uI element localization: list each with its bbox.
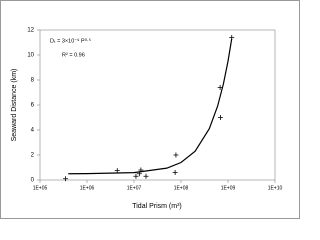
x-tick-label: 1E+06 — [80, 185, 95, 191]
point — [217, 85, 223, 90]
x-tick-label: 1E+08 — [174, 185, 189, 191]
y-tick-label: 4 — [31, 128, 35, 134]
x-axis-label: Tidal Prism (m³) — [132, 203, 182, 210]
point — [63, 176, 69, 182]
chart-frame — [0, 0, 300, 219]
x-tick-label: 1E+07 — [127, 185, 142, 191]
chart: Tidal Prism (m³) Seaward Distance (km) D… — [0, 0, 300, 219]
y-tick-label: 6 — [31, 103, 35, 109]
y-tick-label: 8 — [31, 78, 35, 84]
point — [143, 173, 149, 179]
point — [217, 115, 223, 120]
y-tick-label: 2 — [31, 153, 35, 159]
point — [172, 170, 178, 175]
annotation: Dₜ = 3×10⁻⁹ P⁰·⁵ — [50, 37, 91, 44]
y-axis-label: Seaward Distance (km) — [11, 69, 18, 142]
x-tick-label: 1E+10 — [268, 185, 283, 191]
x-tick-label: 1E+05 — [33, 185, 48, 191]
x-tick-label: 1E+09 — [221, 185, 236, 191]
y-tick-label: 0 — [31, 178, 35, 184]
point — [114, 168, 120, 174]
fit-curve — [68, 38, 233, 175]
point — [133, 173, 139, 179]
annotation: R² = 0.96 — [62, 52, 85, 58]
y-tick-label: 10 — [27, 53, 34, 59]
point — [173, 152, 179, 158]
y-tick-label: 12 — [27, 28, 34, 34]
